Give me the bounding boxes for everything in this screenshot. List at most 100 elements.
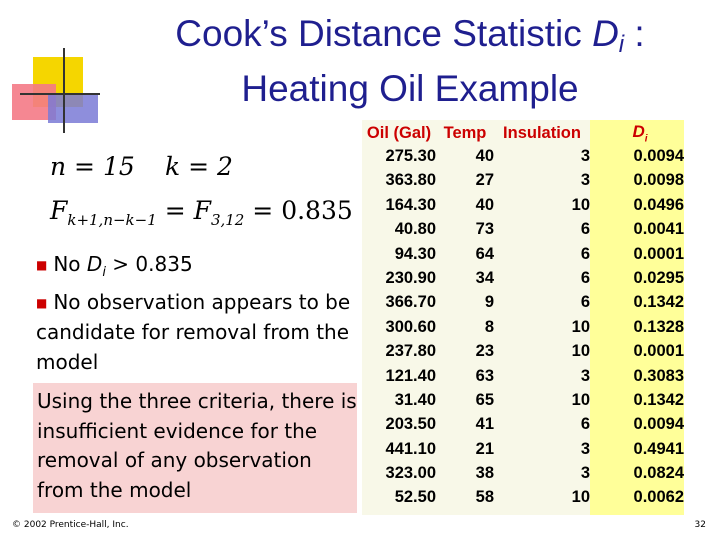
- table-body: 275.30 40 3 0.0094 363.80 27 3 0.0098 164.30 40 10…: [362, 144, 690, 510]
- bullet-list: ■ No Di > 0.835 ■ No observation appears t…: [36, 250, 356, 377]
- cell-insulation: 6: [580, 268, 590, 287]
- cell-temp: 27: [475, 171, 494, 190]
- cell-di: 0.1342: [633, 293, 684, 312]
- cell-oil: 31.40: [394, 390, 436, 409]
- slide-title-line2: Heating Oil Example: [241, 68, 579, 109]
- table-row: 94.30 64 6 0.0001: [362, 242, 690, 266]
- table-row: 441.10 21 3 0.4941: [362, 437, 690, 461]
- cell-insulation: 6: [580, 244, 590, 263]
- cell-insulation: 3: [580, 464, 590, 483]
- heating-oil-table: Oil (Gal) Temp Insulation Di 275.30 40 3 0.…: [362, 122, 690, 510]
- cell-di: 0.0098: [633, 171, 684, 190]
- cell-oil: 230.90: [385, 268, 436, 287]
- cell-temp: 21: [475, 439, 494, 458]
- bullet-marker-icon: ■: [36, 295, 48, 310]
- cell-di: 0.1328: [633, 317, 684, 336]
- cell-oil: 237.80: [385, 342, 436, 361]
- table-row: 366.70 9 6 0.1342: [362, 291, 690, 315]
- table-row: 230.90 34 6 0.0295: [362, 266, 690, 290]
- cell-temp: 40: [475, 146, 494, 165]
- table-row: 275.30 40 3 0.0094: [362, 144, 690, 168]
- cell-oil: 323.00: [385, 464, 436, 483]
- cell-oil: 40.80: [394, 220, 436, 239]
- cell-temp: 40: [475, 195, 494, 214]
- page-number: 32: [694, 520, 706, 530]
- conclusion-box: Using the three criteria, there is insuf…: [33, 383, 357, 513]
- table-header-row: Oil (Gal) Temp Insulation Di: [362, 122, 690, 144]
- table-row: 363.80 27 3 0.0098: [362, 169, 690, 193]
- table-row: 300.60 8 10 0.1328: [362, 315, 690, 339]
- header-di: Di: [632, 122, 648, 145]
- cell-insulation: 6: [580, 293, 590, 312]
- bullet-marker-icon: ■: [36, 258, 48, 272]
- decor-horizontal-line: [20, 93, 100, 95]
- cooks-distance-column-highlight: [590, 120, 684, 515]
- cell-di: 0.0041: [633, 220, 684, 239]
- cell-oil: 366.70: [385, 293, 436, 312]
- cell-di: 0.3083: [633, 366, 684, 385]
- decor-blue-square: [48, 95, 98, 123]
- table-row: 121.40 63 3 0.3083: [362, 364, 690, 388]
- cell-temp: 8: [484, 317, 494, 336]
- cell-di: 0.4941: [633, 439, 684, 458]
- table-row: 52.50 58 10 0.0062: [362, 486, 690, 510]
- cell-di: 0.0496: [633, 195, 684, 214]
- formula-f: Fk+1,n−k−1 = F3,12 = 0.835: [50, 196, 353, 229]
- slide-title: Cook’s Distance Statistic Di : Heating O…: [120, 12, 700, 111]
- cell-oil: 164.30: [385, 195, 436, 214]
- cell-temp: 65: [475, 390, 494, 409]
- cell-temp: 38: [475, 464, 494, 483]
- cell-oil: 52.50: [394, 488, 436, 507]
- header-oil: Oil (Gal): [366, 123, 432, 142]
- cell-insulation: 6: [580, 220, 590, 239]
- cell-temp: 23: [475, 342, 494, 361]
- cell-temp: 9: [484, 293, 494, 312]
- cell-insulation: 3: [580, 439, 590, 458]
- table-row: 237.80 23 10 0.0001: [362, 339, 690, 363]
- cell-insulation: 10: [571, 390, 590, 409]
- cell-di: 0.0001: [633, 342, 684, 361]
- cell-temp: 41: [475, 415, 494, 434]
- formula-n: n = 15: [50, 152, 135, 181]
- header-temp: Temp: [443, 123, 487, 142]
- cell-insulation: 10: [571, 317, 590, 336]
- cell-di: 0.0062: [633, 488, 684, 507]
- cell-di: 0.1342: [633, 390, 684, 409]
- decor-vertical-line: [63, 48, 65, 133]
- formula-k: k = 2: [165, 152, 233, 181]
- cell-oil: 275.30: [385, 146, 436, 165]
- cell-oil: 363.80: [385, 171, 436, 190]
- cell-di: 0.0295: [633, 268, 684, 287]
- header-insulation: Insulation: [503, 123, 581, 142]
- cell-temp: 64: [475, 244, 494, 263]
- slide-title-line1: Cook’s Distance Statistic Di :: [175, 13, 645, 58]
- cell-di: 0.0094: [633, 415, 684, 434]
- cell-oil: 121.40: [385, 366, 436, 385]
- cell-temp: 34: [475, 268, 494, 287]
- cell-insulation: 10: [571, 342, 590, 361]
- cell-insulation: 6: [580, 415, 590, 434]
- cell-temp: 58: [475, 488, 494, 507]
- table-row: 203.50 41 6 0.0094: [362, 413, 690, 437]
- table-row: 31.40 65 10 0.1342: [362, 388, 690, 412]
- cell-insulation: 10: [571, 488, 590, 507]
- cell-temp: 73: [475, 220, 494, 239]
- table-row: 164.30 40 10 0.0496: [362, 193, 690, 217]
- cell-insulation: 3: [580, 146, 590, 165]
- cell-oil: 203.50: [385, 415, 436, 434]
- cell-insulation: 10: [571, 195, 590, 214]
- cell-di: 0.0824: [633, 464, 684, 483]
- cell-oil: 94.30: [394, 244, 436, 263]
- cell-insulation: 3: [580, 171, 590, 190]
- bullet-item-2: ■ No observation appears to be candidate …: [36, 289, 351, 374]
- table-row: 323.00 38 3 0.0824: [362, 461, 690, 485]
- cell-oil: 441.10: [385, 439, 436, 458]
- table-row: 40.80 73 6 0.0041: [362, 217, 690, 241]
- cell-di: 0.0094: [633, 146, 684, 165]
- cell-di: 0.0001: [633, 244, 684, 263]
- copyright-footer: © 2002 Prentice-Hall, Inc.: [12, 520, 129, 530]
- cell-temp: 63: [475, 366, 494, 385]
- cell-insulation: 3: [580, 366, 590, 385]
- cell-oil: 300.60: [385, 317, 436, 336]
- bullet-item-1: ■ No Di > 0.835: [36, 252, 193, 280]
